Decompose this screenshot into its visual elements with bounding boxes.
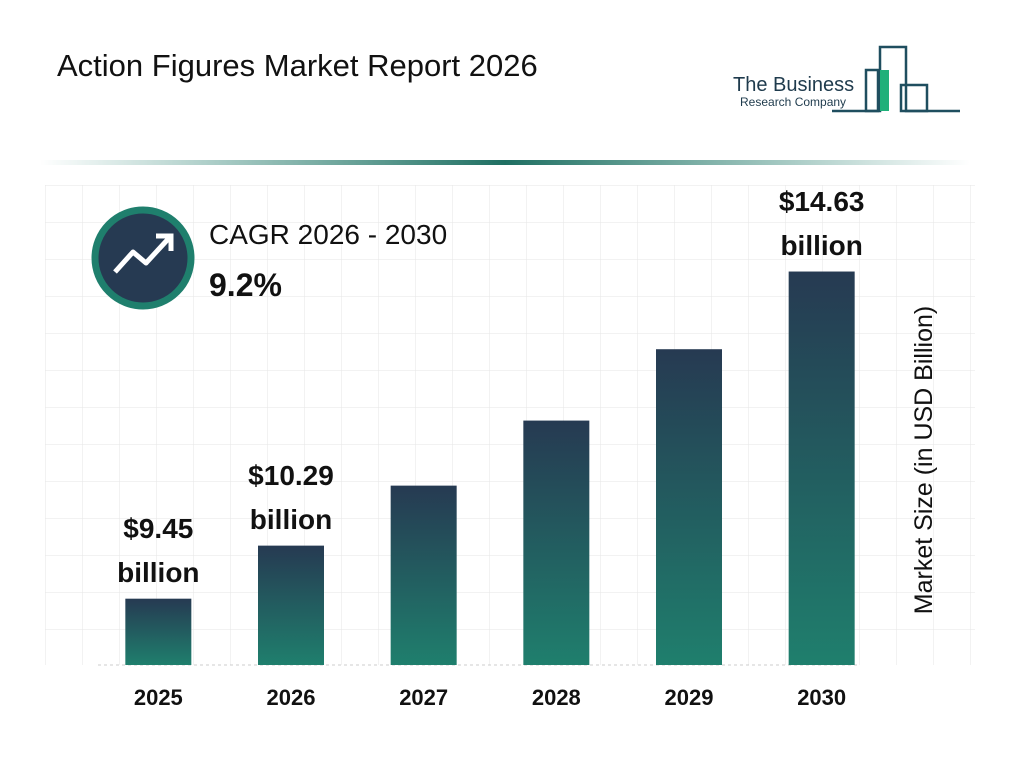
cagr-value: 9.2% [209, 267, 282, 303]
chart-title: Action Figures Market Report 2026 [57, 48, 538, 83]
logo [832, 45, 960, 113]
bar [258, 545, 324, 665]
x-tick-label: 2030 [797, 685, 846, 710]
bar [390, 485, 457, 665]
logo-text: The Business [733, 74, 854, 96]
cagr-icon-arrow [156, 233, 174, 251]
x-tick-label: 2025 [134, 685, 183, 710]
bar [125, 598, 192, 665]
bar [788, 271, 855, 665]
cagr-label: CAGR 2026 - 2030 [209, 219, 447, 250]
cagr-icon-arrow [113, 235, 172, 274]
y-axis-title: Market Size (in USD Billion) [910, 306, 938, 614]
value-label: $10.29 billion [248, 459, 334, 535]
value-label: $9.45 billion [117, 512, 200, 588]
bar [523, 420, 590, 665]
x-tick-label: 2027 [399, 685, 448, 710]
value-label: $14.63 billion [778, 185, 865, 261]
bar [656, 349, 722, 665]
x-tick-label: 2026 [267, 685, 316, 710]
logo-text: Research Company [740, 95, 846, 109]
x-tick-label: 2029 [665, 685, 714, 710]
x-tick-label: 2028 [532, 685, 581, 710]
separator [40, 160, 970, 165]
